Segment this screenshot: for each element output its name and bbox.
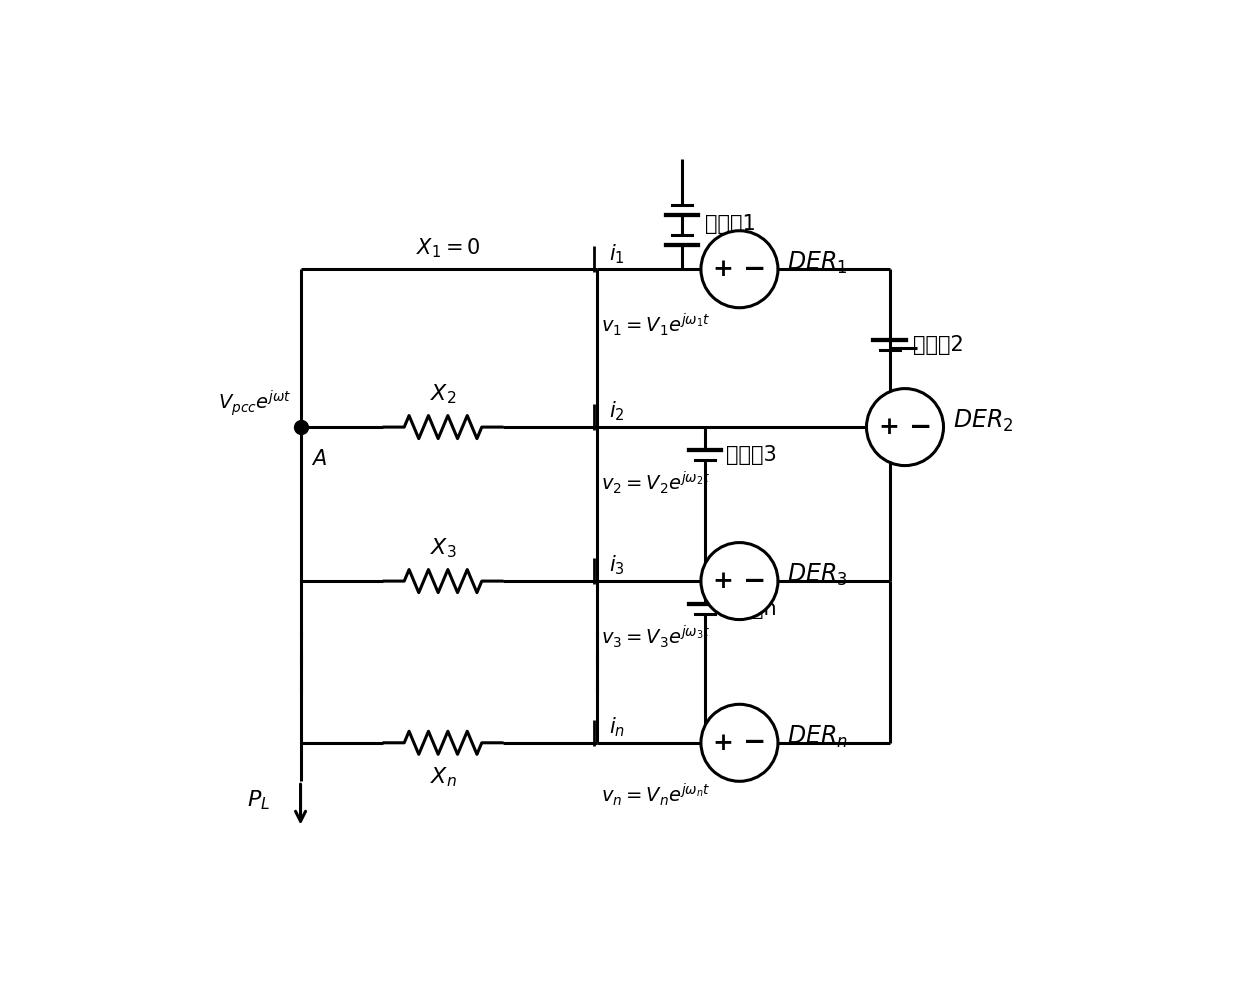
Text: $DER_2$: $DER_2$ [952, 408, 1013, 434]
Text: $i_n$: $i_n$ [609, 716, 625, 740]
Text: 蓄电夆3: 蓄电夆3 [727, 446, 777, 465]
Text: 蓄电夆1: 蓄电夆1 [704, 214, 755, 234]
Text: $DER_1$: $DER_1$ [787, 250, 848, 276]
Text: $V_{pcc}e^{j\omega t}$: $V_{pcc}e^{j\omega t}$ [218, 388, 291, 418]
Circle shape [701, 704, 777, 781]
Text: −: − [743, 568, 766, 595]
Text: $X_2$: $X_2$ [430, 382, 456, 405]
Circle shape [701, 231, 777, 308]
Text: $v_1=V_1e^{j\omega_1 t}$: $v_1=V_1e^{j\omega_1 t}$ [601, 312, 711, 338]
Text: $v_n=V_ne^{j\omega_n t}$: $v_n=V_ne^{j\omega_n t}$ [601, 781, 711, 808]
Text: $v_3=V_3e^{j\omega_3 t}$: $v_3=V_3e^{j\omega_3 t}$ [601, 623, 711, 650]
Text: $i_1$: $i_1$ [609, 242, 624, 265]
Text: $v_2=V_2e^{j\omega_2 t}$: $v_2=V_2e^{j\omega_2 t}$ [601, 469, 711, 496]
Text: −: − [743, 255, 766, 283]
Circle shape [701, 542, 777, 619]
Text: +: + [713, 731, 734, 755]
Text: +: + [713, 569, 734, 594]
Text: $X_1=0$: $X_1=0$ [417, 237, 481, 260]
Text: +: + [713, 257, 734, 281]
Text: 蓄电池n: 蓄电池n [727, 599, 777, 619]
Text: $X_3$: $X_3$ [429, 536, 456, 559]
Text: $i_2$: $i_2$ [609, 400, 624, 424]
Text: $DER_3$: $DER_3$ [787, 562, 848, 588]
Text: $DER_n$: $DER_n$ [787, 724, 848, 749]
Text: +: + [878, 415, 899, 439]
Circle shape [867, 388, 944, 465]
Text: −: − [743, 730, 766, 756]
Text: 蓄电夆2: 蓄电夆2 [913, 335, 963, 355]
Text: $X_n$: $X_n$ [429, 766, 456, 790]
Text: $i_3$: $i_3$ [609, 554, 625, 578]
Text: −: − [909, 413, 932, 441]
Text: $P_L$: $P_L$ [247, 789, 270, 812]
Text: A: A [312, 450, 326, 469]
